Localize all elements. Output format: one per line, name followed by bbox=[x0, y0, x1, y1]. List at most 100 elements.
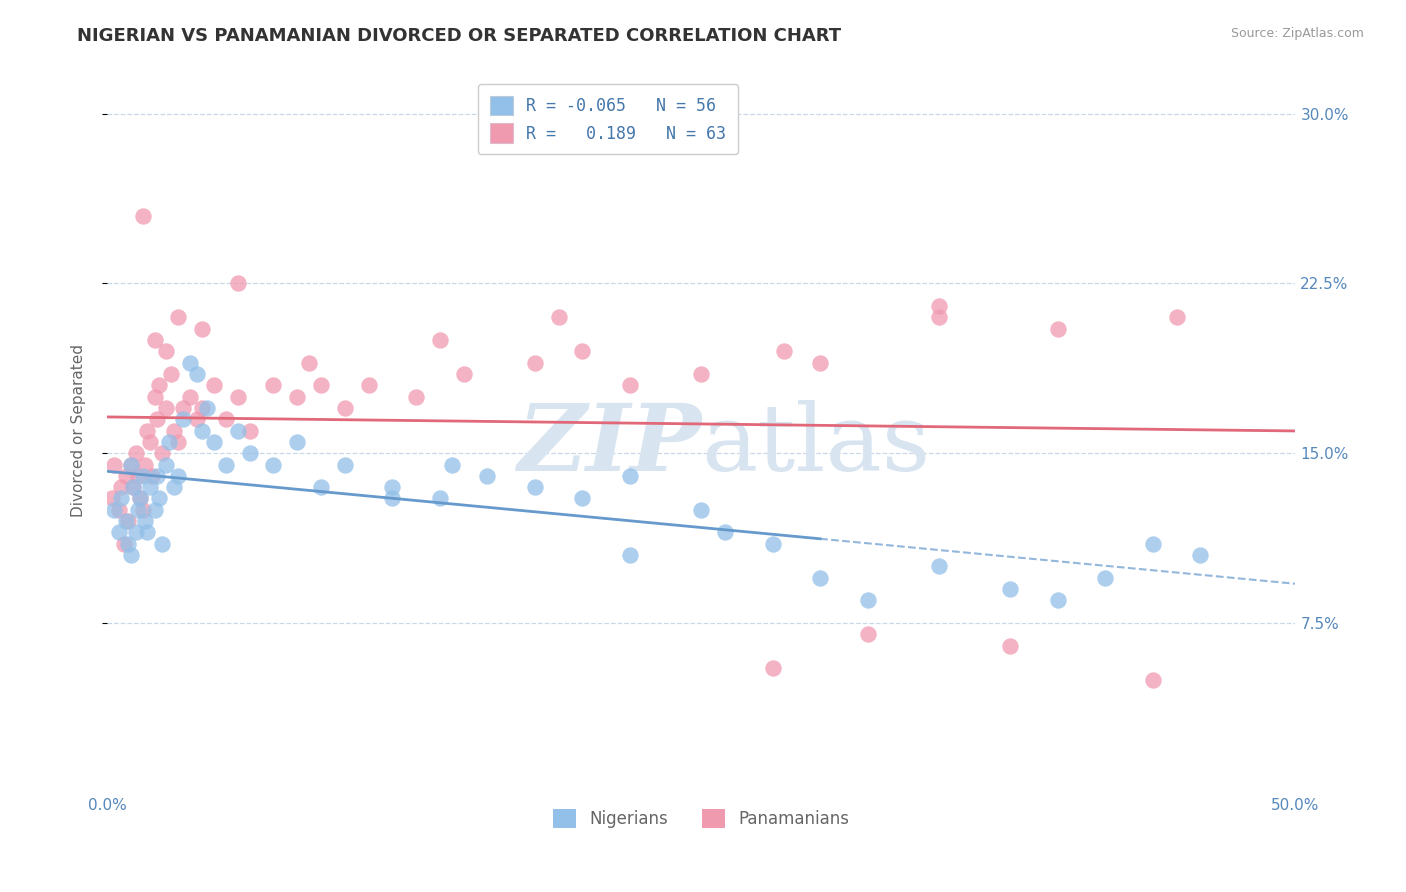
Point bbox=[143, 390, 166, 404]
Point bbox=[143, 503, 166, 517]
Point bbox=[1046, 593, 1069, 607]
Point bbox=[120, 548, 142, 562]
Point bbox=[124, 446, 146, 460]
Point bbox=[186, 367, 208, 381]
Point bbox=[523, 480, 546, 494]
Point bbox=[141, 468, 163, 483]
Point bbox=[155, 344, 177, 359]
Point bbox=[619, 468, 641, 483]
Text: Source: ZipAtlas.com: Source: ZipAtlas.com bbox=[1230, 27, 1364, 40]
Point bbox=[453, 367, 475, 381]
Point bbox=[143, 333, 166, 347]
Point bbox=[202, 378, 225, 392]
Point bbox=[157, 434, 180, 449]
Point bbox=[122, 480, 145, 494]
Text: atlas: atlas bbox=[702, 401, 931, 490]
Point bbox=[357, 378, 380, 392]
Point bbox=[195, 401, 218, 415]
Point bbox=[333, 458, 356, 472]
Point bbox=[186, 412, 208, 426]
Point bbox=[856, 593, 879, 607]
Point bbox=[148, 378, 170, 392]
Point bbox=[571, 491, 593, 506]
Point bbox=[122, 480, 145, 494]
Point bbox=[1142, 537, 1164, 551]
Point bbox=[619, 378, 641, 392]
Point bbox=[202, 434, 225, 449]
Point bbox=[773, 344, 796, 359]
Point bbox=[808, 356, 831, 370]
Point bbox=[262, 378, 284, 392]
Point bbox=[309, 378, 332, 392]
Point bbox=[129, 491, 152, 506]
Point bbox=[155, 401, 177, 415]
Point bbox=[139, 480, 162, 494]
Point bbox=[262, 458, 284, 472]
Point bbox=[117, 514, 139, 528]
Point bbox=[191, 424, 214, 438]
Point bbox=[714, 525, 737, 540]
Point bbox=[120, 458, 142, 472]
Point bbox=[150, 537, 173, 551]
Point bbox=[115, 468, 138, 483]
Text: NIGERIAN VS PANAMANIAN DIVORCED OR SEPARATED CORRELATION CHART: NIGERIAN VS PANAMANIAN DIVORCED OR SEPAR… bbox=[77, 27, 841, 45]
Point bbox=[148, 491, 170, 506]
Point bbox=[139, 434, 162, 449]
Point bbox=[120, 458, 142, 472]
Point bbox=[761, 661, 783, 675]
Point bbox=[127, 468, 149, 483]
Point bbox=[127, 503, 149, 517]
Point bbox=[309, 480, 332, 494]
Point bbox=[103, 503, 125, 517]
Point bbox=[285, 434, 308, 449]
Point bbox=[298, 356, 321, 370]
Point bbox=[129, 491, 152, 506]
Point bbox=[477, 468, 499, 483]
Point bbox=[215, 458, 238, 472]
Y-axis label: Divorced or Separated: Divorced or Separated bbox=[72, 344, 86, 517]
Legend: Nigerians, Panamanians: Nigerians, Panamanians bbox=[547, 803, 856, 835]
Point bbox=[172, 412, 194, 426]
Point bbox=[101, 491, 124, 506]
Point bbox=[619, 548, 641, 562]
Point bbox=[429, 491, 451, 506]
Point bbox=[146, 468, 169, 483]
Point bbox=[110, 491, 132, 506]
Point bbox=[115, 514, 138, 528]
Point bbox=[134, 458, 156, 472]
Point bbox=[162, 424, 184, 438]
Point bbox=[191, 401, 214, 415]
Point bbox=[690, 503, 713, 517]
Point bbox=[1000, 582, 1022, 596]
Text: ZIP: ZIP bbox=[517, 401, 702, 490]
Point bbox=[928, 559, 950, 574]
Point bbox=[1189, 548, 1212, 562]
Point bbox=[1000, 639, 1022, 653]
Point bbox=[928, 310, 950, 325]
Point bbox=[226, 277, 249, 291]
Point bbox=[856, 627, 879, 641]
Point bbox=[285, 390, 308, 404]
Point bbox=[381, 480, 404, 494]
Point bbox=[136, 525, 159, 540]
Point bbox=[136, 424, 159, 438]
Point bbox=[132, 468, 155, 483]
Point bbox=[167, 468, 190, 483]
Point bbox=[132, 503, 155, 517]
Point bbox=[167, 434, 190, 449]
Point bbox=[226, 424, 249, 438]
Point bbox=[134, 514, 156, 528]
Point bbox=[215, 412, 238, 426]
Point bbox=[226, 390, 249, 404]
Point bbox=[690, 367, 713, 381]
Point bbox=[108, 503, 131, 517]
Point bbox=[172, 401, 194, 415]
Point bbox=[132, 209, 155, 223]
Point bbox=[1142, 673, 1164, 687]
Point bbox=[162, 480, 184, 494]
Point bbox=[761, 537, 783, 551]
Point bbox=[160, 367, 183, 381]
Point bbox=[523, 356, 546, 370]
Point bbox=[1094, 571, 1116, 585]
Point bbox=[239, 446, 262, 460]
